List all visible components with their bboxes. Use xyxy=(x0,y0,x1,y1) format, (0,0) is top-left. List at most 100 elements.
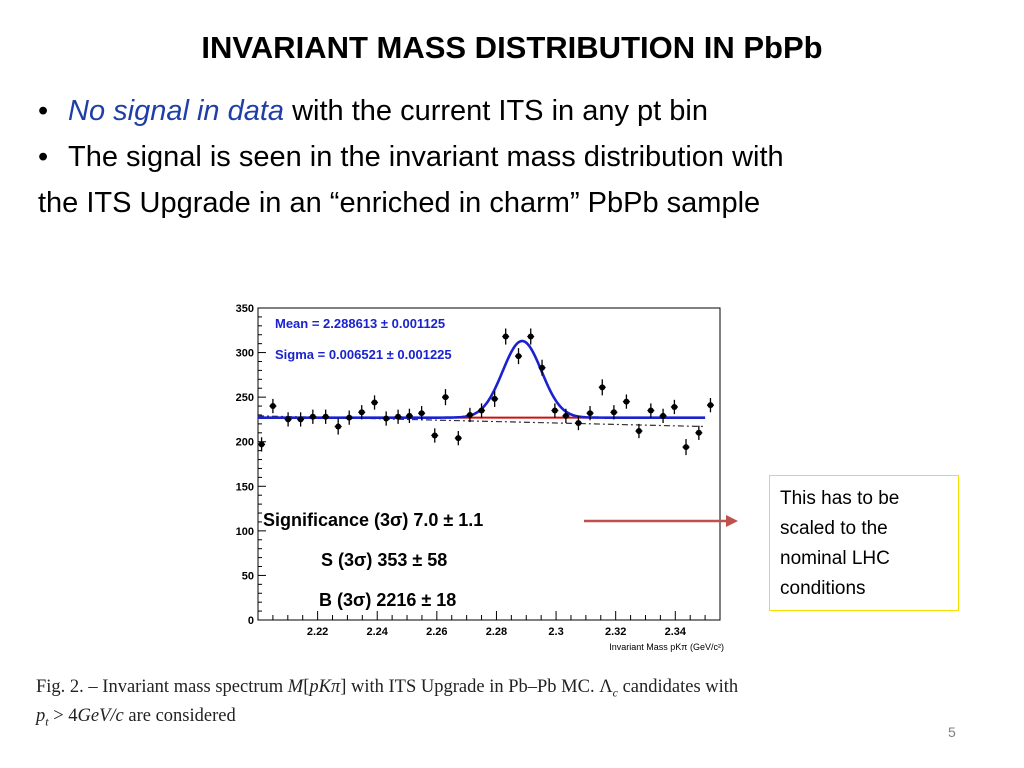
data-point xyxy=(345,410,353,425)
data-point xyxy=(527,328,535,345)
caption-symbol: p xyxy=(36,705,46,726)
data-marker xyxy=(683,444,690,451)
pointer-arrow xyxy=(584,515,738,527)
data-marker xyxy=(623,398,630,405)
data-marker xyxy=(431,432,438,439)
data-point xyxy=(334,418,342,435)
caption-symbol: GeV/c xyxy=(77,705,124,726)
data-marker xyxy=(562,412,569,419)
significance-annotation: Significance (3σ) 7.0 ± 1.1 xyxy=(263,510,483,530)
data-marker xyxy=(478,407,485,414)
data-point xyxy=(382,411,390,426)
bullet-item-2: • The signal is seen in the invariant mas… xyxy=(38,134,998,180)
plot-frame-rect xyxy=(257,307,721,621)
data-marker xyxy=(695,429,702,436)
data-point xyxy=(284,412,292,427)
data-point xyxy=(659,408,667,423)
caption-text: ] with ITS Upgrade in Pb–Pb MC. xyxy=(340,677,600,697)
data-point xyxy=(610,405,618,420)
data-marker xyxy=(671,403,678,410)
invariant-mass-plot: 0 50 100 150 200 250 300 350 2.22 2.24 2.26 2.28 2.3… xyxy=(236,303,724,652)
background-annotation: B (3σ) 2216 ± 18 xyxy=(319,590,456,610)
data-marker xyxy=(610,409,617,416)
data-marker xyxy=(406,412,413,419)
caption-text: > 4 xyxy=(48,705,78,726)
data-marker xyxy=(599,384,606,391)
caption-symbol: M xyxy=(287,677,304,697)
data-marker xyxy=(635,428,642,435)
y-tick-label: 200 xyxy=(236,437,254,449)
axes: 0 50 100 150 200 250 300 350 2.22 2.24 2.26 2.28 2.3… xyxy=(236,303,724,652)
bullet-item-1: • No signal in data with the current ITS … xyxy=(38,88,998,134)
x-tick-label: 2.28 xyxy=(486,626,507,638)
data-point xyxy=(647,403,655,418)
bullet-emphasis: No signal in data xyxy=(68,95,285,127)
data-point xyxy=(478,403,486,418)
bullet-text: with the current ITS in any pt bin xyxy=(284,95,708,127)
data-point xyxy=(682,439,690,456)
page-number: 5 xyxy=(948,724,956,740)
data-marker xyxy=(527,333,534,340)
figure-caption: Fig. 2. – Invariant mass spectrum M[pKπ]… xyxy=(36,676,996,733)
data-point xyxy=(706,398,714,413)
data-point xyxy=(562,408,570,423)
slide-title: INVARIANT MASS DISTRIBUTION IN PbPb xyxy=(201,30,823,65)
data-point xyxy=(358,405,366,420)
y-tick-label: 300 xyxy=(236,348,254,360)
caption-text: [ xyxy=(303,677,310,697)
data-marker xyxy=(647,407,654,414)
y-tick-label: 50 xyxy=(242,570,254,582)
data-point xyxy=(418,406,426,421)
note-box: This has to be scaled to the nominal LHC… xyxy=(769,475,959,611)
mean-annotation: Mean = 2.288613 ± 0.001125 xyxy=(275,316,445,331)
data-marker xyxy=(371,399,378,406)
data-point xyxy=(258,437,266,452)
plot-frame xyxy=(257,307,721,621)
caption-symbol: pKπ xyxy=(309,677,341,697)
caption-subscript: c xyxy=(612,685,618,700)
data-marker xyxy=(297,416,304,423)
data-marker xyxy=(575,419,582,426)
data-marker xyxy=(491,395,498,402)
data-marker xyxy=(418,410,425,417)
data-marker xyxy=(358,409,365,416)
data-point xyxy=(394,409,402,424)
data-point xyxy=(441,389,449,406)
caption-subscript: t xyxy=(45,714,49,729)
data-points xyxy=(258,328,714,456)
data-marker xyxy=(551,407,558,414)
x-tick-label: 2.32 xyxy=(605,626,626,638)
data-point xyxy=(322,409,330,424)
data-marker xyxy=(442,394,449,401)
signal-annotation: S (3σ) 353 ± 58 xyxy=(321,550,447,570)
data-marker xyxy=(707,402,714,409)
plot-annotations: Mean = 2.288613 ± 0.001125 Sigma = 0.006… xyxy=(263,316,483,610)
note-line: nominal LHC xyxy=(780,548,890,569)
bullet-text: The signal is seen in the invariant mass… xyxy=(68,141,784,173)
data-point xyxy=(466,407,474,423)
data-point xyxy=(695,425,703,440)
data-marker xyxy=(258,441,265,448)
caption-line-2: pt > 4GeV/c are considered xyxy=(36,705,996,734)
bullet-continuation: the ITS Upgrade in an “enriched in charm… xyxy=(38,187,761,219)
y-tick-label: 100 xyxy=(236,526,254,538)
data-point xyxy=(551,403,559,418)
data-marker xyxy=(587,410,594,417)
data-point xyxy=(454,431,462,446)
y-tick-label: 350 xyxy=(236,303,254,315)
data-marker xyxy=(660,412,667,419)
bullet-marker: • xyxy=(38,95,49,127)
data-point xyxy=(502,328,510,345)
data-marker xyxy=(335,423,342,430)
data-marker xyxy=(322,413,329,420)
y-tick-label: 250 xyxy=(236,392,254,404)
data-marker xyxy=(539,364,546,371)
caption-text: are considered xyxy=(123,705,236,726)
x-tick-label: 2.34 xyxy=(665,626,687,638)
data-point xyxy=(269,398,277,414)
data-point xyxy=(635,423,643,439)
data-point xyxy=(670,399,678,415)
x-axis-label: Invariant Mass pKπ (GeV/c²) xyxy=(609,642,724,652)
data-point xyxy=(371,395,379,410)
caption-symbol: Λ xyxy=(599,677,613,697)
